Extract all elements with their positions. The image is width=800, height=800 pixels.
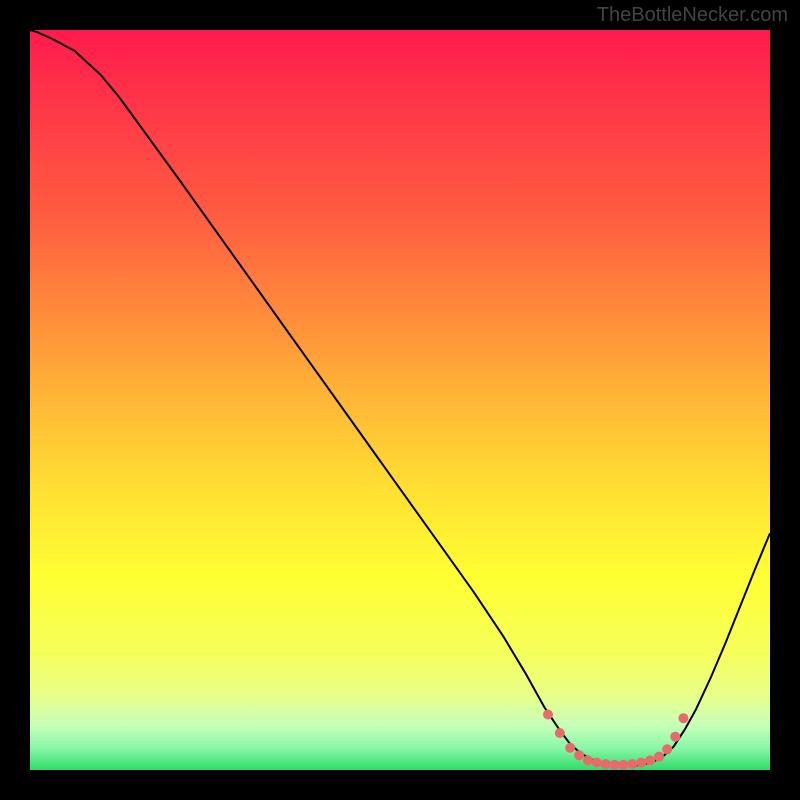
marker-point: [574, 750, 584, 760]
marker-point: [636, 758, 646, 768]
chart-svg: [30, 30, 770, 770]
marker-point: [565, 743, 575, 753]
marker-point: [645, 755, 655, 765]
marker-point: [610, 760, 620, 770]
marker-point: [592, 758, 602, 768]
marker-point: [543, 710, 553, 720]
marker-point: [678, 713, 688, 723]
marker-point: [654, 752, 664, 762]
gradient-background: [30, 30, 770, 770]
marker-point: [555, 728, 565, 738]
marker-point: [583, 755, 593, 765]
marker-point: [670, 732, 680, 742]
watermark-text: TheBottleNecker.com: [597, 4, 788, 27]
marker-point: [601, 759, 611, 769]
marker-point: [627, 759, 637, 769]
marker-point: [662, 744, 672, 754]
plot-area: [30, 30, 770, 770]
marker-point: [618, 760, 628, 770]
